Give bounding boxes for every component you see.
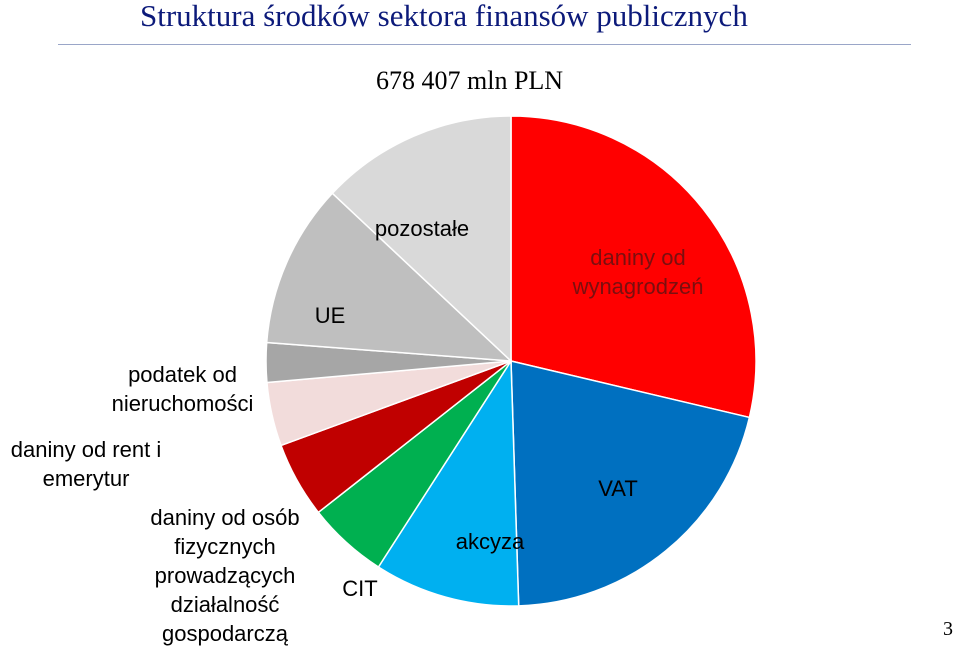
total-amount: 678 407 mln PLN: [376, 66, 564, 95]
label-vat: VAT: [598, 476, 638, 501]
page-number: 3: [943, 618, 953, 640]
pie-slice-akcyza: [377, 358, 520, 607]
label-daniny-od-rent-i-emerytur: daniny od rent i emerytur: [10, 437, 162, 491]
label-daniny-od-osob-fizycznych: daniny od osób fizycznych prowadzących d…: [150, 505, 300, 646]
pie-slice-vat: [510, 360, 751, 607]
label-ue: UE: [314, 303, 346, 328]
label-daniny-od-wynagrodzen: daniny od wynagrodzeń: [572, 245, 704, 299]
label-pozostale: pozostałe: [374, 216, 470, 241]
pie-slice-daniny-od-wynagrodzen: [510, 115, 757, 419]
label-akcyza: akcyza: [455, 529, 525, 554]
pie-slice-pozostae: [331, 115, 512, 363]
pie-slice-ue: [265, 192, 514, 362]
chart-title: Struktura środków sektora finansów publi…: [140, 0, 748, 33]
label-cit: CIT: [342, 576, 378, 601]
label-podatek-od-nieruchomosci: podatek od nieruchomości: [111, 362, 254, 416]
title-divider: [58, 44, 911, 45]
